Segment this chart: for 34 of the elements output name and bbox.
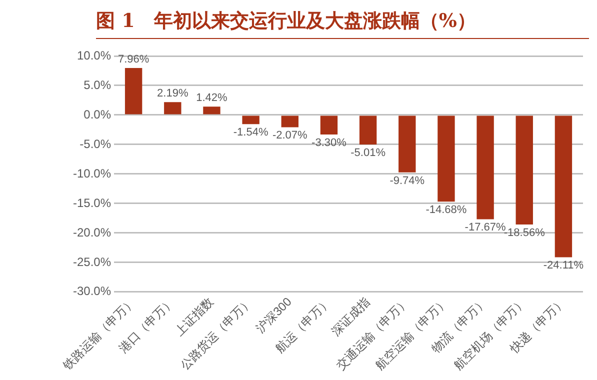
bar: [516, 116, 533, 224]
y-tick-label: -25.0%: [72, 254, 112, 269]
y-tick-label: -10.0%: [72, 166, 112, 180]
data-label: -14.68%: [426, 204, 467, 216]
y-tick-label: -30.0%: [72, 284, 112, 298]
data-label: 7.96%: [118, 54, 150, 66]
bar: [164, 102, 182, 114]
y-tick-label: 10.0%: [76, 48, 112, 62]
data-label: -17.67%: [464, 222, 506, 234]
data-label: 2.19%: [157, 88, 188, 100]
y-tick-label: -20.0%: [72, 225, 112, 240]
y-tick-label: -5.0%: [80, 136, 112, 151]
bar: [554, 116, 572, 258]
bar: [476, 116, 494, 220]
bar: [359, 116, 377, 145]
bar: [281, 116, 298, 128]
bar: [398, 116, 416, 172]
bar: [438, 116, 455, 202]
bar: [124, 68, 142, 114]
y-tick-label: -15.0%: [72, 196, 112, 210]
data-label: -3.30%: [312, 136, 347, 149]
data-label: -24.11%: [543, 260, 584, 272]
data-label: -9.74%: [390, 174, 425, 187]
bar: [203, 106, 220, 114]
data-label: -2.07%: [272, 130, 308, 142]
y-tick-label: 0.0%: [84, 107, 112, 122]
data-label: 1.42%: [196, 92, 228, 104]
data-label: -5.01%: [350, 147, 386, 160]
y-tick-label: 5.0%: [84, 78, 112, 92]
bar: [242, 116, 260, 124]
bar: [320, 116, 338, 134]
data-label: -1.54%: [233, 126, 268, 139]
data-label: -18.56%: [504, 226, 546, 239]
chart-title: 图 1 年初以来交运行业及大盘涨跌幅（%）: [96, 9, 476, 34]
